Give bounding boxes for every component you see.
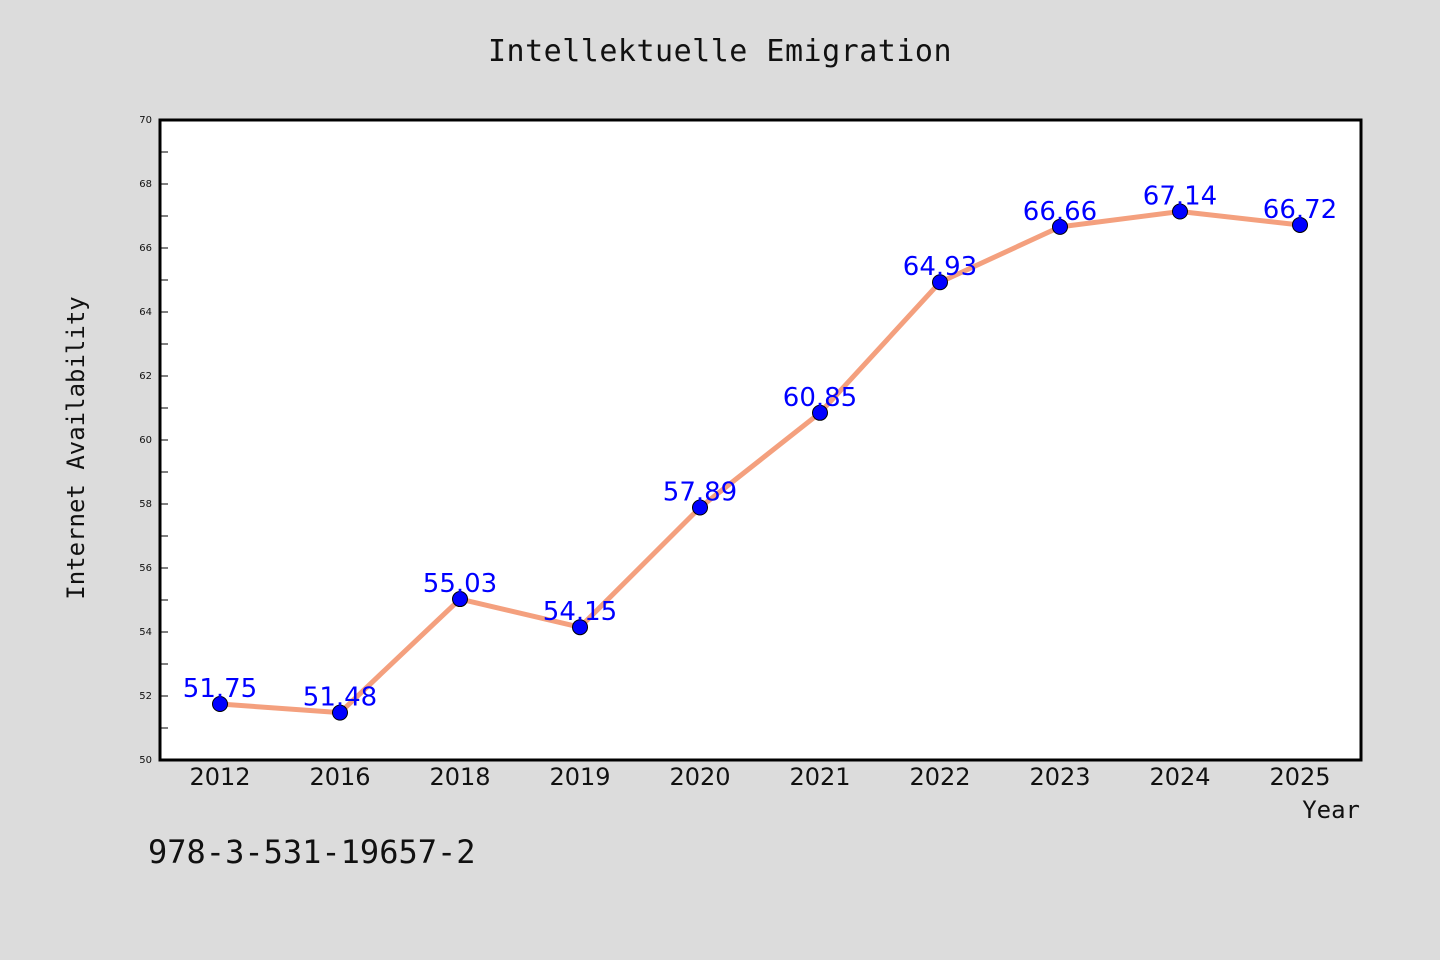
x-tick-label: 2012 — [189, 763, 250, 791]
x-tick-label: 2020 — [669, 763, 730, 791]
y-tick-label: 66 — [139, 243, 152, 254]
data-markers — [212, 203, 1308, 721]
x-tick-label: 2016 — [309, 763, 370, 791]
data-point-label: 51.75 — [183, 674, 257, 704]
data-point-label: 57.89 — [663, 478, 737, 508]
data-point-marker — [692, 499, 708, 516]
data-point-marker — [212, 696, 228, 712]
data-point-label: 60.85 — [783, 383, 857, 413]
plot-area — [160, 120, 1361, 760]
data-point-marker — [332, 704, 348, 721]
y-tick-label: 52 — [139, 691, 152, 702]
y-tick-label: 70 — [139, 115, 152, 126]
y-tick-label: 56 — [139, 563, 152, 574]
data-point-label: 66.72 — [1263, 195, 1337, 225]
series-line — [217, 209, 1303, 716]
data-point-marker — [1052, 218, 1068, 235]
y-tick-label: 50 — [139, 755, 152, 766]
x-tick-label: 2018 — [429, 763, 490, 791]
data-point-marker — [1172, 203, 1188, 220]
data-point-marker — [572, 619, 588, 636]
data-point-marker — [812, 404, 828, 421]
y-tick-label: 60 — [139, 435, 152, 446]
y-tick-label: 68 — [139, 179, 152, 190]
y-tick-label: 54 — [139, 627, 152, 638]
x-tick-label: 2021 — [789, 763, 850, 791]
data-point-label: 66.66 — [1023, 197, 1097, 227]
data-point-label: 55.03 — [423, 569, 497, 599]
x-tick-label: 2025 — [1269, 763, 1330, 791]
x-tick-label: 2022 — [909, 763, 970, 791]
y-tick-label: 58 — [139, 499, 152, 510]
plot-frame — [158, 118, 1363, 762]
y-tick-label: 64 — [139, 307, 152, 318]
y-tick-label: 62 — [139, 371, 152, 382]
data-point-label: 67.14 — [1143, 182, 1217, 212]
x-tick-label: 2019 — [549, 763, 610, 791]
chart-title: Intellektuelle Emigration — [487, 34, 953, 69]
isbn-footer: 978-3-531-19657-2 — [148, 833, 476, 871]
data-point-label: 54.15 — [543, 597, 617, 627]
data-point-marker — [932, 274, 948, 291]
x-tick-label: 2024 — [1149, 763, 1210, 791]
data-point-label: 51.48 — [303, 683, 377, 713]
data-labels: 51.75 51.48 55.03 54.15 57.89 60.85 64.93 66.66… — [183, 182, 1337, 713]
x-axis-ticks: 2012 2016 2018 2019 2020 2021 2022 2023 2024 2025 — [189, 763, 1330, 791]
x-axis-label: Year — [1302, 796, 1360, 824]
x-tick-label: 2023 — [1029, 763, 1090, 791]
data-point-marker — [1292, 216, 1308, 233]
data-point-label: 64.93 — [903, 252, 977, 282]
data-point-marker — [452, 591, 468, 608]
